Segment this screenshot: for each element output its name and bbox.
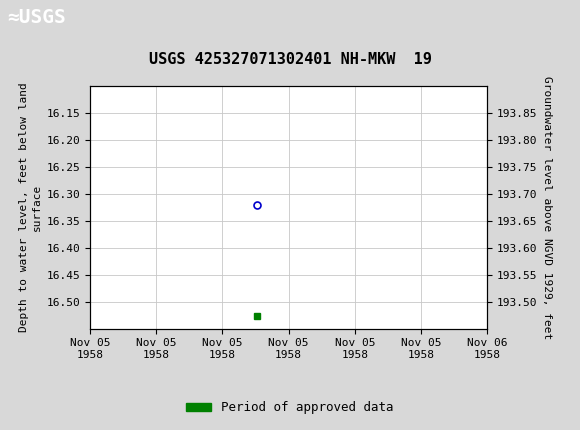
Text: ≈USGS: ≈USGS: [7, 8, 66, 27]
Text: USGS 425327071302401 NH-MKW  19: USGS 425327071302401 NH-MKW 19: [148, 52, 432, 67]
Y-axis label: Groundwater level above NGVD 1929, feet: Groundwater level above NGVD 1929, feet: [542, 76, 552, 339]
Y-axis label: Depth to water level, feet below land
surface: Depth to water level, feet below land su…: [19, 83, 42, 332]
Legend: Period of approved data: Period of approved data: [181, 396, 399, 419]
